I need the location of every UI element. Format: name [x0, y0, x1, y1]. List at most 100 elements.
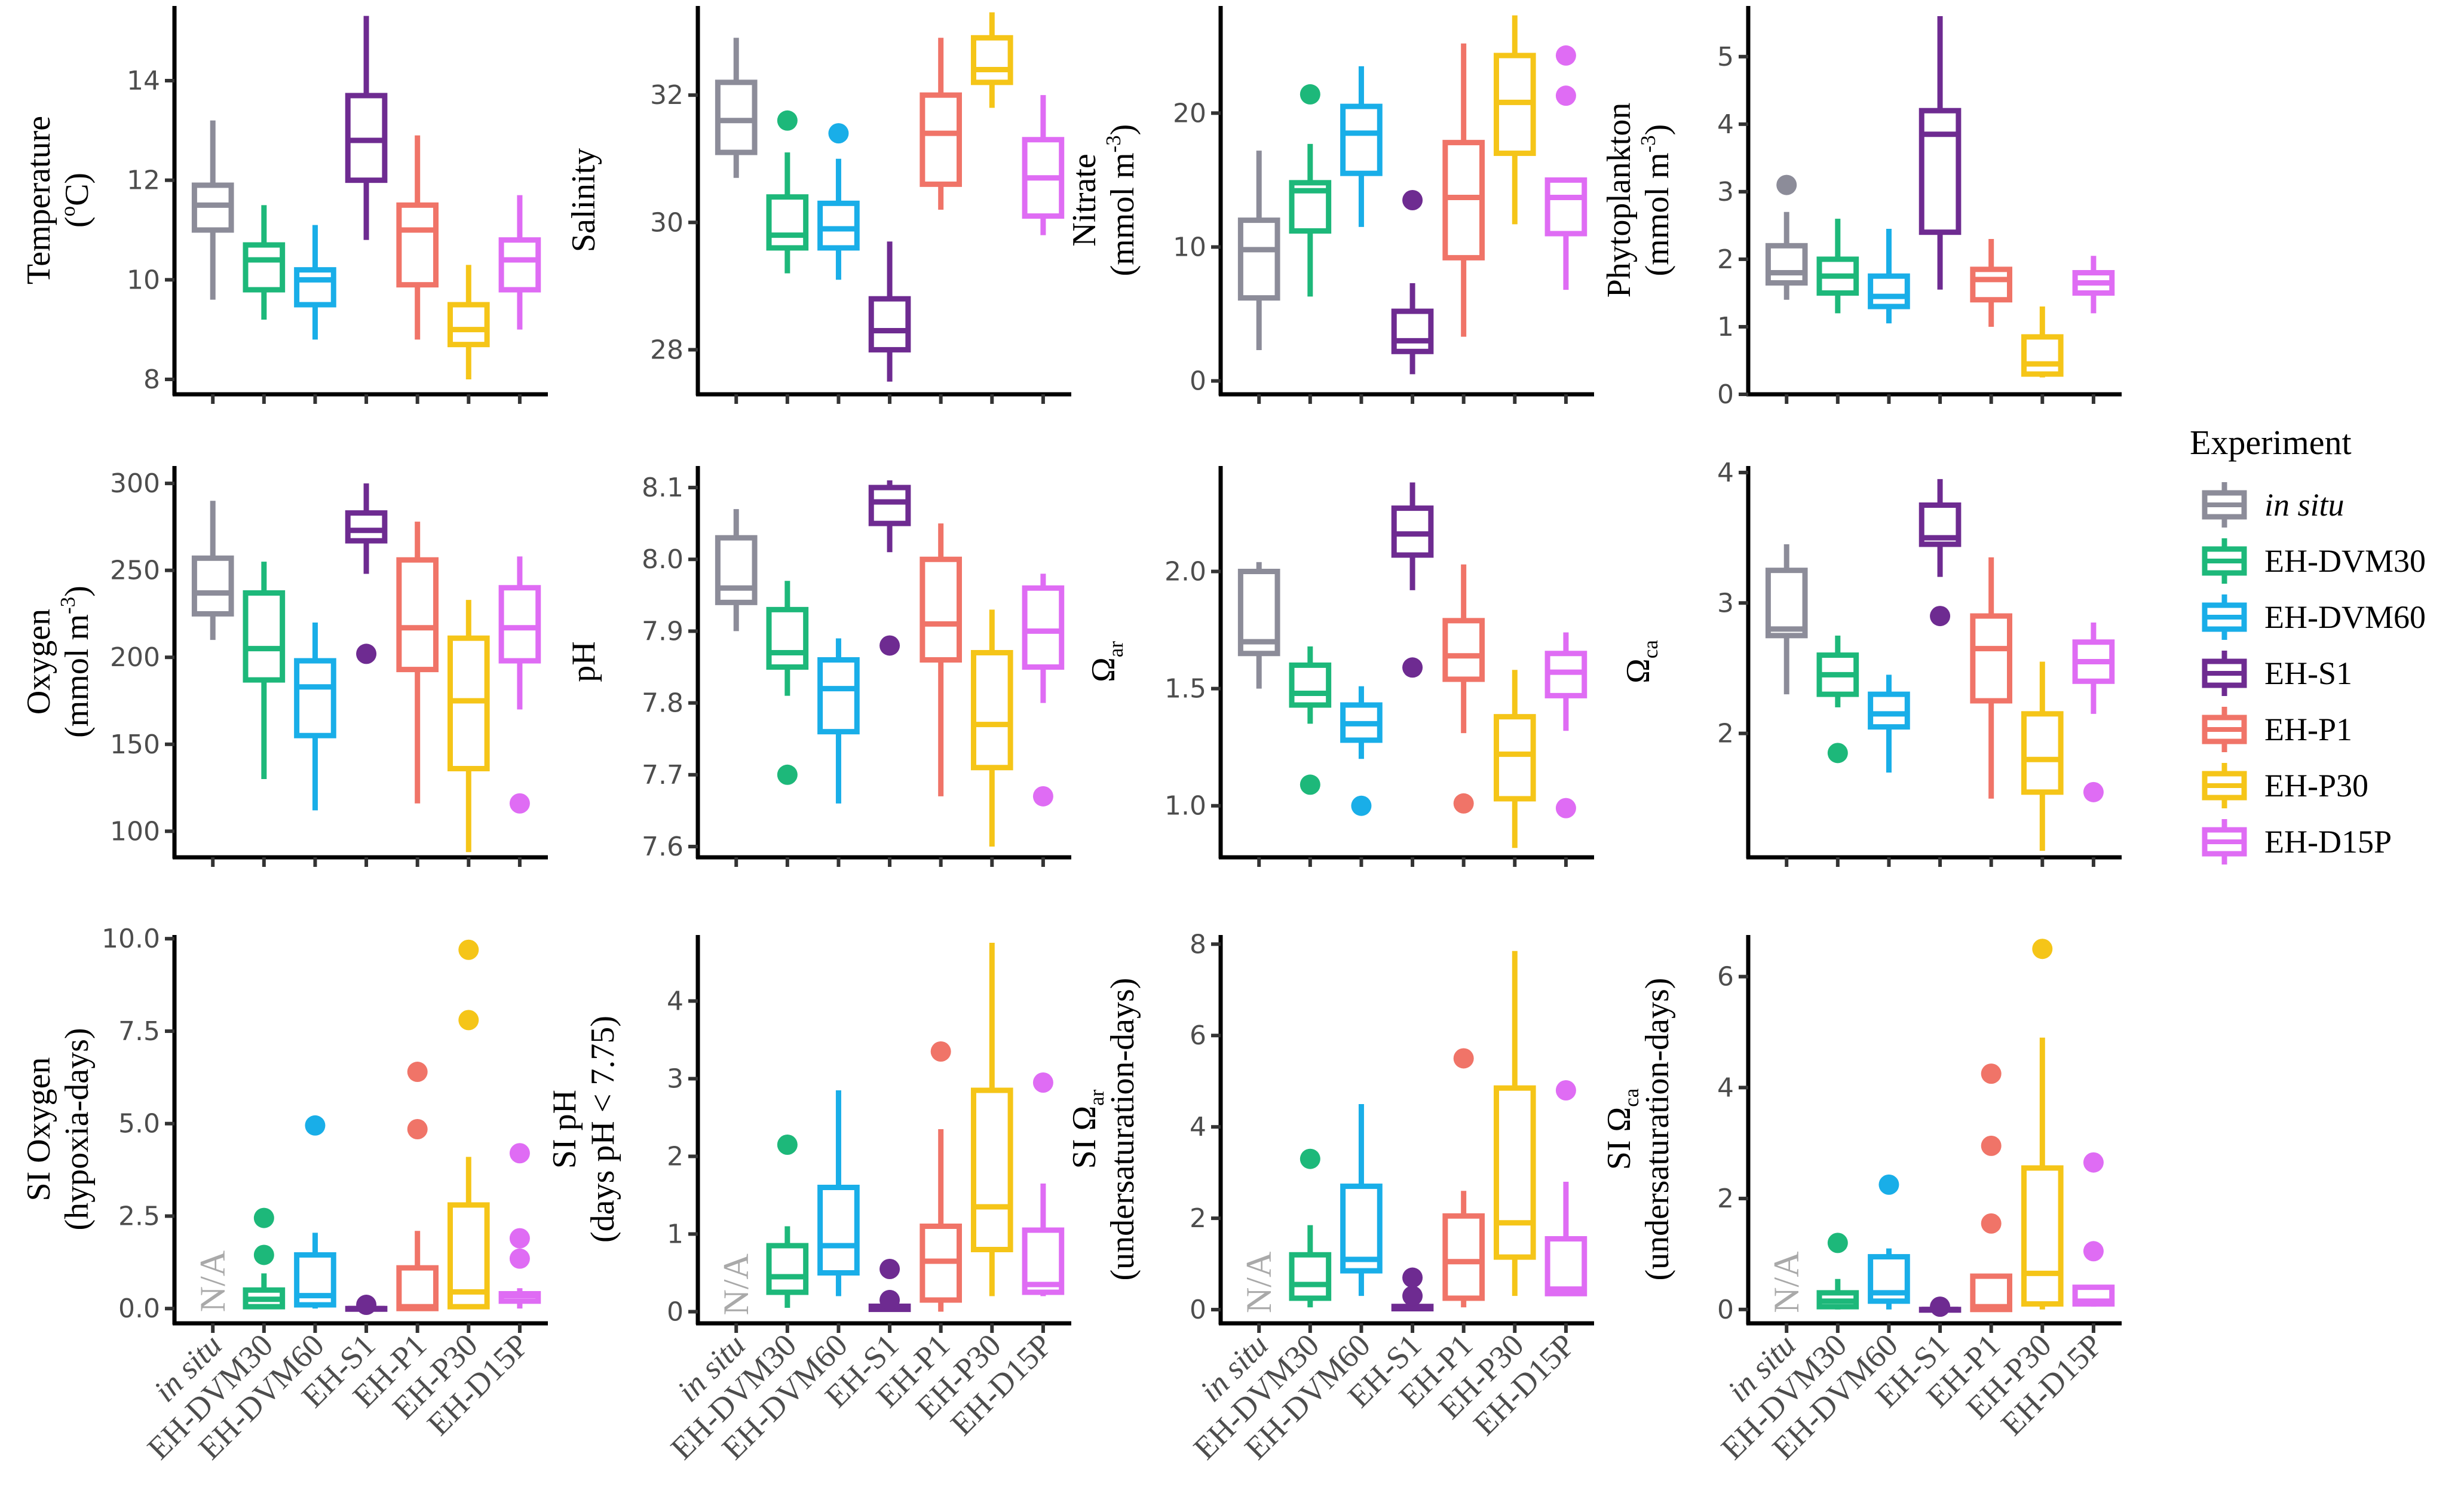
- box-eh-p1: [1970, 1063, 2013, 1313]
- outlier-point: [777, 764, 798, 785]
- y-tick-label: 14: [127, 66, 160, 96]
- y-tick-label: 4: [667, 986, 684, 1017]
- outlier-point: [1981, 1063, 2002, 1084]
- box-eh-s1: [868, 480, 911, 656]
- legend: Experiment in situ EH-DVM30 EH-DVM60 EH-S1 EH…: [2190, 423, 2426, 865]
- box-eh-d15p: [1022, 1072, 1065, 1296]
- outlier-point: [1402, 1267, 1423, 1288]
- box-eh-dvm60: [817, 638, 860, 804]
- y-tick-label: 0.0: [118, 1293, 160, 1324]
- outlier-point: [458, 939, 479, 960]
- y-tick-label: 0: [1717, 379, 1734, 410]
- iqr-box: [1340, 103, 1383, 176]
- outlier-point: [356, 643, 377, 664]
- iqr-box: [1442, 618, 1485, 682]
- box-eh-dvm60: [1868, 229, 1910, 324]
- box-eh-s1: [345, 1295, 388, 1316]
- box-in-situ: [1237, 151, 1280, 351]
- iqr-box: [1868, 691, 1910, 730]
- outlier-point: [1032, 1072, 1053, 1093]
- y-tick-label: 8: [143, 364, 160, 395]
- y-tick-label: 0: [1190, 366, 1206, 397]
- outlier-point: [356, 1295, 377, 1316]
- outlier-point: [253, 1244, 274, 1265]
- iqr-box: [920, 556, 963, 663]
- panel-9: 0.0 2.5 5.0 7.5 10.0 SI Oxygen(hypoxia-days) N…: [20, 924, 548, 1466]
- box-eh-s1: [1919, 16, 1962, 290]
- outlier-point: [1300, 84, 1320, 105]
- y-axis-title: SI Ωar(undersaturation-days): [1066, 978, 1141, 1281]
- box-eh-dvm30: [1289, 84, 1332, 297]
- iqr-box: [1970, 1273, 2013, 1313]
- outlier-point: [1402, 190, 1423, 210]
- y-tick-label: 1: [667, 1219, 684, 1250]
- outlier-point: [1827, 743, 1848, 764]
- box-in-situ: [191, 120, 234, 300]
- y-tick-label: 28: [650, 335, 684, 365]
- outlier-point: [1878, 1174, 1899, 1195]
- box-eh-d15p: [2072, 256, 2115, 314]
- iqr-box: [1544, 177, 1587, 237]
- y-tick-label: 7.8: [642, 688, 684, 719]
- legend-label: EH-P30: [2264, 768, 2368, 804]
- box-eh-dvm60: [1868, 1174, 1910, 1310]
- box-eh-s1: [1919, 1296, 1962, 1317]
- y-tick-label: 300: [110, 468, 160, 499]
- panel-6: 7.6 7.7 7.8 7.9 8.0 8.1 pH: [565, 466, 1071, 867]
- box-eh-p30: [447, 600, 490, 853]
- box-eh-p30: [2021, 661, 2064, 851]
- legend-item: EH-DVM60: [2202, 594, 2426, 640]
- iqr-box: [2021, 1165, 2064, 1307]
- y-axis-title: SI pH(days pH < 7.75): [546, 1016, 621, 1243]
- box-in-situ: [1765, 544, 1808, 695]
- outlier-point: [879, 1290, 900, 1310]
- box-eh-p1: [1442, 564, 1485, 814]
- na-label: N/A: [1767, 1251, 1806, 1313]
- iqr-box: [294, 658, 336, 738]
- legend-label: EH-P1: [2264, 712, 2352, 747]
- y-axis-title: Nitrate(mmol m-3): [1066, 124, 1141, 277]
- y-tick-label: 8.1: [642, 473, 684, 503]
- box-eh-dvm30: [243, 205, 286, 320]
- outlier-point: [1402, 1286, 1423, 1307]
- box-eh-dvm30: [1816, 635, 1859, 764]
- y-tick-label: 3: [1717, 177, 1734, 207]
- y-tick-label: 4: [1717, 1072, 1734, 1103]
- iqr-box: [1391, 308, 1434, 354]
- box-eh-dvm30: [1816, 1233, 1859, 1310]
- y-tick-label: 0: [667, 1297, 684, 1328]
- y-tick-label: 6: [1717, 962, 1734, 992]
- outlier-point: [407, 1119, 428, 1139]
- legend-item: EH-P30: [2202, 763, 2368, 808]
- outlier-point: [2083, 781, 2104, 802]
- iqr-box: [1493, 1085, 1536, 1260]
- box-eh-dvm30: [243, 1207, 286, 1310]
- outlier-point: [1827, 1233, 1848, 1253]
- y-tick-label: 20: [1173, 98, 1206, 128]
- iqr-box: [243, 590, 286, 683]
- box-eh-s1: [868, 241, 911, 382]
- iqr-box: [920, 92, 963, 187]
- y-tick-label: 0: [1190, 1295, 1206, 1325]
- iqr-box: [1493, 714, 1536, 802]
- y-tick-label: 4: [1717, 109, 1734, 140]
- legend-item: EH-S1: [2202, 651, 2352, 696]
- y-tick-label: 5: [1717, 42, 1734, 72]
- outlier-point: [305, 1115, 326, 1136]
- box-eh-p1: [396, 1062, 439, 1311]
- box-eh-p30: [447, 939, 490, 1310]
- box-eh-p1: [920, 1041, 963, 1312]
- legend-item: EH-DVM30: [2202, 538, 2426, 584]
- y-tick-label: 1.5: [1164, 674, 1206, 704]
- y-tick-label: 2: [1190, 1203, 1206, 1234]
- panel-2: 28 30 32 Salinity: [565, 6, 1071, 404]
- box-eh-dvm30: [766, 581, 809, 785]
- outlier-point: [1402, 657, 1423, 678]
- outlier-point: [458, 1010, 479, 1031]
- y-axis-title: Oxygen(mmol m-3): [20, 585, 96, 738]
- iqr-box: [766, 606, 809, 670]
- y-tick-label: 1: [1717, 312, 1734, 342]
- y-axis-title: SI Oxygen(hypoxia-days): [20, 1028, 96, 1230]
- box-eh-p30: [1493, 951, 1536, 1296]
